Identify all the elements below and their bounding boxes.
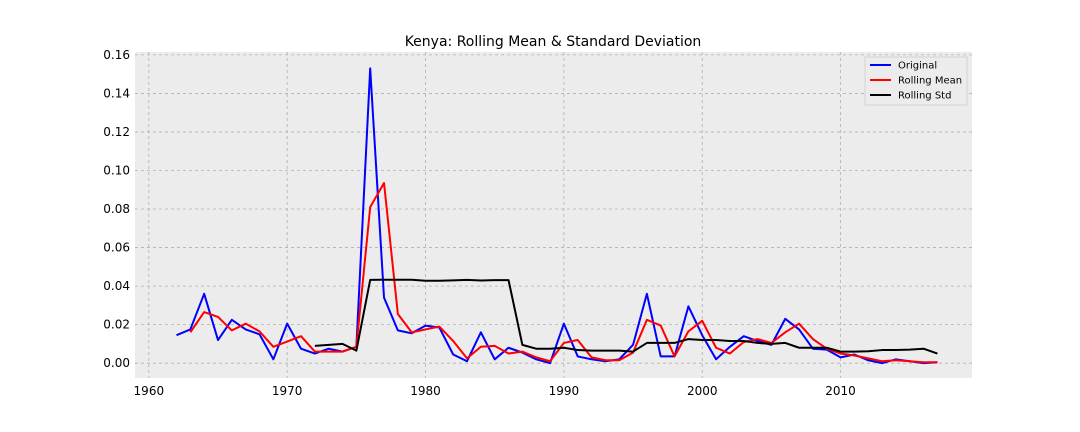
y-tick-label: 0.14: [103, 86, 130, 100]
y-tick-label: 0.16: [103, 48, 130, 62]
legend-label: Rolling Mean: [898, 76, 962, 87]
series-line-rolling-std: [314, 278, 938, 355]
legend-label: Rolling Std: [898, 91, 951, 102]
grid: [135, 52, 972, 378]
series-line-original: [176, 67, 938, 365]
y-tick-label: 0.04: [103, 279, 130, 293]
y-tick-label: 0.12: [103, 125, 130, 139]
series-line-rolling-mean: [189, 182, 938, 364]
y-tick-label: 0.00: [103, 356, 130, 370]
chart-title: Kenya: Rolling Mean & Standard Deviation: [405, 34, 702, 50]
x-tick-label: 1990: [549, 384, 580, 398]
legend-label: Original: [898, 61, 937, 72]
axis-ticks: 1960 1970 1980 1990 2000 2010 0.00 0.02 0.04 0.06…: [103, 48, 856, 398]
x-tick-label: 1960: [134, 384, 165, 398]
x-tick-label: 2010: [825, 384, 856, 398]
plot-background: [135, 52, 972, 378]
y-tick-label: 0.10: [103, 163, 130, 177]
x-tick-label: 1970: [272, 384, 303, 398]
x-tick-label: 2000: [687, 384, 718, 398]
y-tick-label: 0.02: [103, 318, 130, 332]
legend: Original Rolling Mean Rolling Std: [864, 56, 968, 106]
y-tick-label: 0.08: [103, 202, 130, 216]
series-lines: [176, 67, 938, 365]
y-tick-label: 0.06: [103, 241, 130, 255]
x-tick-label: 1980: [410, 384, 441, 398]
